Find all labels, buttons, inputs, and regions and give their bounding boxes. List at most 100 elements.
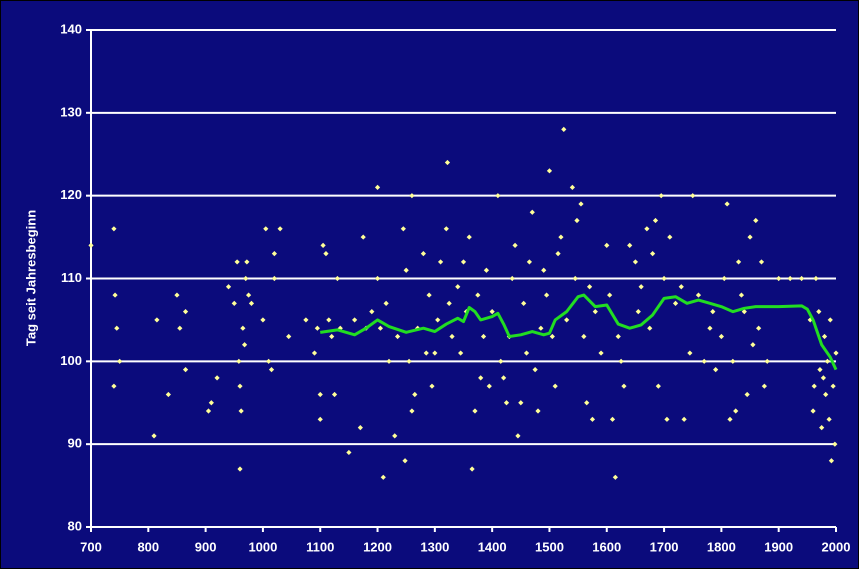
data-point [455, 284, 461, 290]
trend-line [320, 293, 838, 371]
data-point [644, 226, 650, 232]
data-point [277, 226, 283, 232]
data-point [721, 275, 727, 282]
data-point [478, 375, 484, 381]
data-point [820, 375, 826, 381]
data-point [117, 358, 123, 364]
x-tick-label: 800 [137, 539, 159, 554]
data-point [830, 383, 836, 389]
data-point [320, 242, 326, 248]
data-point [833, 350, 839, 356]
data-point [552, 383, 558, 389]
data-point [429, 383, 435, 389]
data-point [237, 383, 243, 389]
data-point [360, 234, 366, 240]
data-point [486, 383, 492, 389]
data-point [243, 275, 249, 282]
data-point [369, 309, 375, 315]
data-point [423, 350, 429, 356]
data-point [263, 226, 269, 232]
data-point [652, 217, 659, 224]
data-point [758, 259, 765, 265]
data-point [403, 267, 409, 273]
data-point [713, 367, 719, 373]
data-point [317, 391, 323, 398]
data-point [214, 375, 220, 381]
data-point [635, 309, 641, 315]
data-point [572, 275, 578, 282]
data-point [174, 292, 180, 298]
data-point [165, 391, 171, 398]
data-point [609, 416, 616, 422]
y-tick-label: 140 [60, 21, 82, 36]
y-tick-label: 90 [68, 436, 82, 451]
data-point [827, 317, 833, 323]
data-point [489, 309, 495, 315]
data-point [444, 159, 451, 166]
data-point [526, 259, 533, 265]
data-point [695, 292, 702, 298]
data-point [377, 325, 384, 331]
x-tick-label: 2000 [822, 539, 851, 554]
y-tick-label: 80 [68, 518, 82, 533]
data-point [816, 309, 822, 315]
data-point [724, 201, 730, 207]
data-point [314, 325, 320, 331]
data-point [823, 391, 829, 398]
data-point [245, 292, 252, 298]
data-point [271, 251, 277, 257]
data-point [406, 358, 412, 364]
data-point [151, 433, 157, 439]
data-point [437, 259, 444, 265]
data-point [311, 350, 318, 356]
data-point [426, 292, 432, 298]
data-point [710, 309, 716, 315]
data-point [828, 458, 835, 464]
x-tick-label: 1900 [764, 539, 793, 554]
data-point [584, 400, 590, 406]
y-axis-label: Tag seit Jahresbeginn [23, 210, 38, 346]
data-point [655, 383, 661, 389]
data-point [498, 358, 504, 364]
data-point [483, 267, 490, 273]
data-point [518, 400, 524, 406]
data-point [458, 350, 464, 356]
data-point [738, 292, 745, 298]
data-point [561, 126, 567, 132]
data-point [799, 275, 805, 282]
data-point [236, 358, 242, 364]
data-point [380, 474, 386, 480]
data-point [205, 408, 212, 414]
data-point [240, 325, 246, 331]
data-point [177, 325, 183, 331]
data-point [449, 333, 455, 340]
data-point [549, 333, 555, 340]
x-tick-label: 1300 [420, 539, 449, 554]
data-point [672, 300, 679, 306]
y-tick-label: 110 [61, 270, 82, 285]
data-point [326, 317, 332, 323]
data-point [329, 333, 335, 340]
data-point [718, 333, 724, 340]
data-point [357, 425, 363, 431]
data-point [650, 251, 656, 257]
data-point [374, 275, 381, 282]
data-point [432, 350, 438, 356]
data-point [286, 333, 292, 340]
data-point [331, 391, 338, 398]
data-point [472, 408, 478, 414]
data-point [701, 358, 707, 364]
data-point [661, 275, 667, 282]
data-point [225, 284, 232, 290]
data-point [383, 300, 389, 306]
data-point [678, 284, 684, 290]
data-point [509, 275, 515, 282]
data-point [182, 309, 189, 315]
data-point [612, 474, 618, 480]
data-point [750, 342, 756, 348]
data-point [581, 333, 587, 340]
data-point [541, 267, 547, 273]
data-point [598, 350, 604, 356]
data-point [787, 275, 793, 282]
